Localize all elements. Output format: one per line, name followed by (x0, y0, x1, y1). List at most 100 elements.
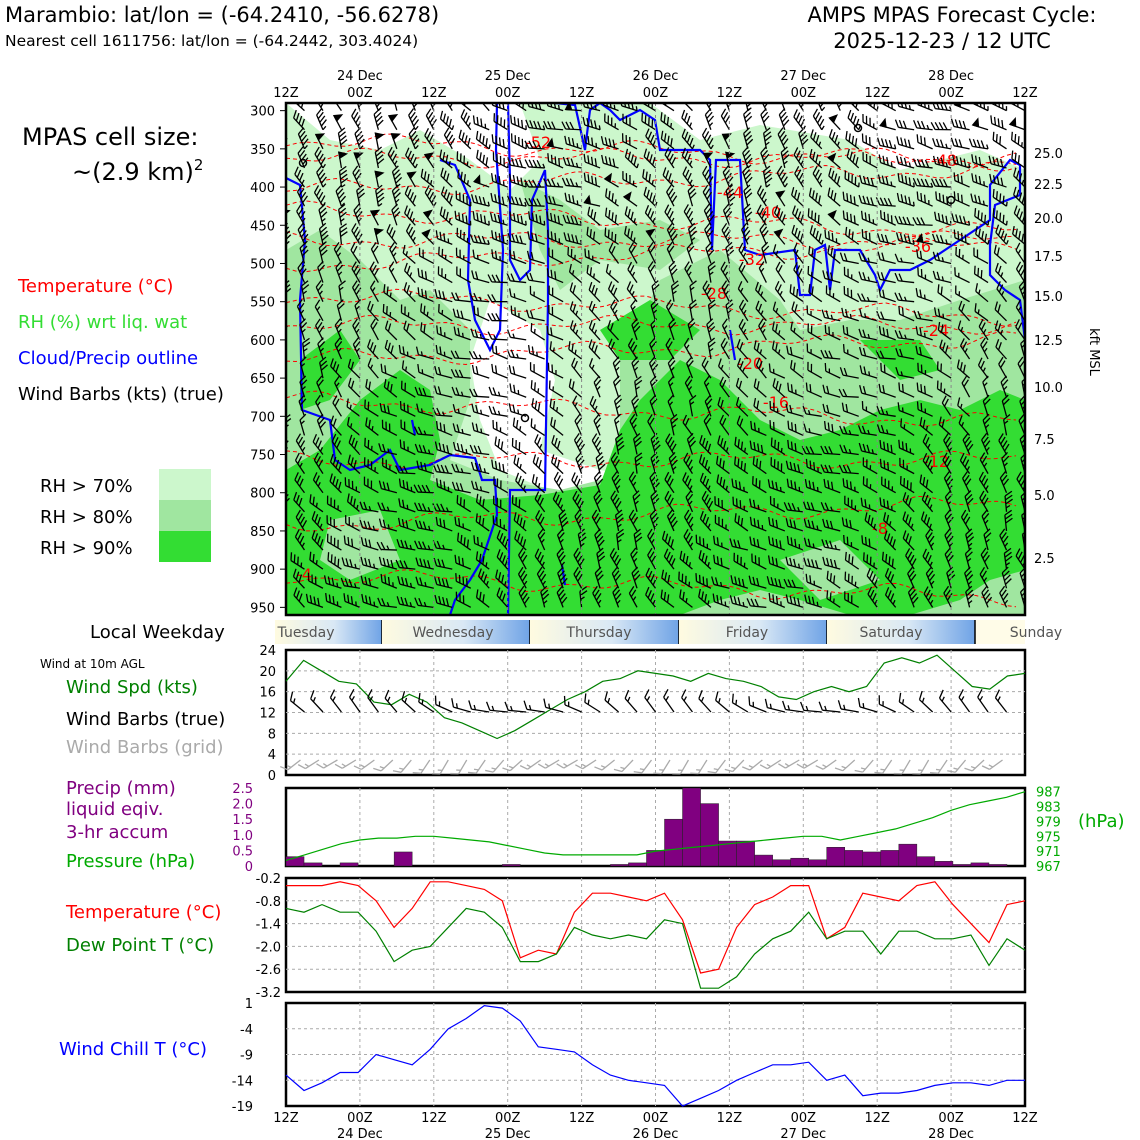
barb-half (689, 160, 693, 166)
barb-full (550, 154, 553, 164)
barb-full (935, 234, 940, 243)
barb-full (375, 188, 384, 195)
upper-air-wind-barb (664, 147, 677, 169)
barb-full (302, 195, 308, 203)
barb-full (424, 185, 430, 193)
barb-half (444, 254, 447, 260)
barb-staff (628, 249, 638, 264)
upper-air-wind-barb (524, 159, 546, 169)
barb-full (494, 250, 498, 260)
upper-air-wind-barb (808, 187, 823, 207)
barb-full (1017, 155, 1020, 164)
barb-full (898, 216, 903, 225)
barb-full (745, 211, 753, 218)
barb-full (583, 153, 586, 163)
barb-full (953, 229, 956, 238)
barb-half (1021, 142, 1023, 147)
barb-staff (286, 103, 287, 112)
upper-air-wind-barb (683, 204, 694, 226)
barb-full (373, 108, 381, 115)
upper-air-wind-barb (951, 213, 971, 226)
barb-full (992, 175, 996, 184)
barb-full (891, 103, 893, 109)
barb-full (394, 173, 401, 180)
upper-air-wind-barb (703, 203, 715, 226)
upper-air-wind-barb (992, 208, 1008, 226)
barb-full (482, 135, 485, 145)
barb-full (531, 232, 534, 241)
upper-air-wind-barb (583, 172, 601, 188)
barb-full (351, 108, 357, 117)
barb-full (319, 115, 326, 123)
barb-half (484, 123, 487, 129)
barb-full (408, 89, 416, 95)
barb-full (688, 222, 696, 230)
barb-full (516, 176, 520, 185)
upper-air-wind-barb (878, 154, 896, 169)
barb-full (643, 148, 648, 157)
barb-full (625, 115, 628, 124)
upper-air-wind-barb (337, 203, 347, 226)
barb-full (954, 138, 959, 147)
barb-full (277, 453, 285, 460)
barb-full (650, 134, 655, 143)
barb-full (339, 135, 347, 142)
upper-air-wind-barb (562, 214, 583, 226)
barb-full (424, 127, 430, 136)
barb-full (950, 118, 955, 127)
barb-full (340, 173, 348, 180)
barb-full (742, 146, 749, 154)
barb-staff (404, 193, 416, 207)
barb-half (301, 179, 305, 185)
barb-half (765, 183, 771, 188)
barb-full (392, 165, 399, 173)
upper-air-wind-barb (528, 211, 546, 226)
upper-air-wind-barb (600, 136, 619, 150)
barb-full (958, 139, 963, 148)
barb-full (744, 93, 752, 99)
barb-full (518, 136, 520, 146)
barb-full (313, 185, 320, 193)
barb-full (1021, 233, 1025, 242)
upper-air-wind-barb (877, 174, 896, 188)
barb-full (512, 251, 516, 260)
barb-staff (608, 250, 620, 264)
barb-full (836, 176, 841, 185)
upper-air-wind-barb (439, 149, 453, 169)
upper-air-wind-barb (583, 194, 601, 207)
barb-full (990, 115, 993, 124)
barb-full (763, 115, 770, 123)
barb-staff (1013, 194, 1025, 207)
barb-full (960, 194, 963, 203)
barb-pennant (827, 209, 837, 220)
barb-full (869, 155, 871, 165)
barb-half (836, 141, 840, 147)
barb-half (412, 217, 415, 223)
barb-half (574, 254, 576, 260)
barb-full (534, 233, 538, 242)
barb-full (704, 169, 710, 178)
barb-full (528, 198, 534, 206)
barb-half (691, 237, 696, 241)
barb-full (441, 248, 444, 258)
barb-full (491, 249, 494, 258)
barb-full (448, 195, 453, 204)
barb-full (930, 121, 936, 130)
barb-full (630, 211, 634, 220)
barb-full (683, 204, 689, 212)
rh90-swatch (159, 531, 211, 562)
barb-full (703, 203, 710, 212)
barb-full (660, 130, 664, 140)
barb-full (587, 206, 591, 215)
barb-full (407, 150, 412, 159)
barb-full (464, 135, 468, 144)
barb-full (301, 118, 305, 128)
cell-size-value: ~(2.9 km)2 (72, 156, 203, 186)
barb-full (1000, 230, 1005, 239)
barb-full (593, 120, 597, 129)
barb-full (666, 150, 672, 159)
upper-air-wind-barb (472, 249, 490, 265)
barb-staff (879, 144, 896, 150)
upper-air-wind-barb (524, 140, 545, 150)
barb-half (858, 182, 860, 188)
